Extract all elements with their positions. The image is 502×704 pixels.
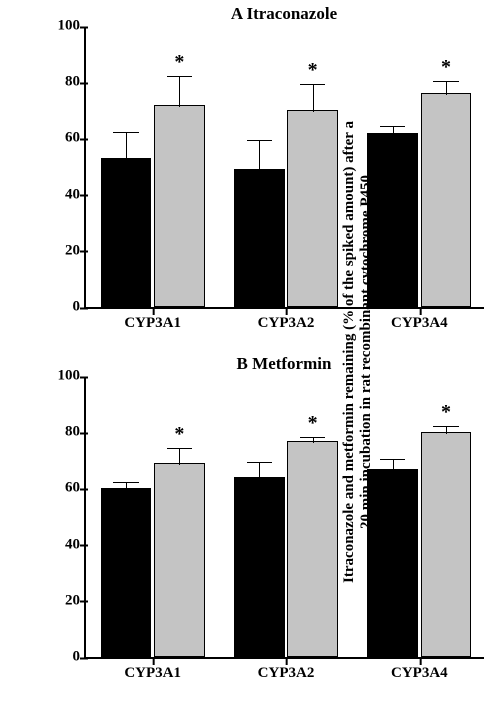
error-bar <box>126 482 127 490</box>
x-tick-label: CYP3A4 <box>391 657 448 682</box>
x-tick-label: CYP3A2 <box>258 307 315 332</box>
significance-marker: * <box>174 423 184 446</box>
bar <box>421 432 472 657</box>
plot-area: 020406080100CYP3A1*CYP3A2*CYP3A4* <box>84 28 484 309</box>
panel-title: B Metformin <box>237 354 332 374</box>
bar <box>154 463 205 657</box>
y-tick-label: 80 <box>65 74 86 91</box>
bar <box>421 93 472 307</box>
figure: Itraconazole and metformin remaining (% … <box>0 0 502 704</box>
error-cap <box>247 462 272 463</box>
bar <box>287 441 338 657</box>
error-bar <box>446 81 447 95</box>
y-tick-label: 60 <box>65 130 86 147</box>
significance-marker: * <box>174 51 184 74</box>
bar <box>101 488 152 657</box>
bar <box>234 477 285 657</box>
error-cap <box>300 437 325 438</box>
plot-area: 020406080100CYP3A1*CYP3A2*CYP3A4* <box>84 378 484 659</box>
y-tick-label: 100 <box>58 368 87 385</box>
y-tick-label: 100 <box>58 18 87 35</box>
error-bar <box>393 126 394 134</box>
bar <box>367 469 418 657</box>
error-cap <box>380 459 405 460</box>
significance-marker: * <box>441 401 451 424</box>
x-tick-label: CYP3A1 <box>124 307 181 332</box>
bar <box>234 169 285 307</box>
bar <box>287 110 338 307</box>
error-bar <box>393 459 394 470</box>
y-tick-label: 0 <box>73 299 87 316</box>
error-cap <box>300 84 325 85</box>
significance-marker: * <box>441 56 451 79</box>
error-cap <box>433 426 458 427</box>
x-tick-label: CYP3A4 <box>391 307 448 332</box>
bar <box>101 158 152 307</box>
error-bar <box>313 84 314 112</box>
error-bar <box>446 426 447 434</box>
y-tick-label: 40 <box>65 186 86 203</box>
y-tick-label: 0 <box>73 649 87 666</box>
panel-B: B Metformin 020406080100CYP3A1*CYP3A2*CYP… <box>84 354 484 689</box>
panel-A: A Itraconazole 020406080100CYP3A1*CYP3A2*… <box>84 4 484 339</box>
y-tick-label: 60 <box>65 480 86 497</box>
panel-title: A Itraconazole <box>231 4 337 24</box>
bar <box>154 105 205 307</box>
significance-marker: * <box>308 412 318 435</box>
error-cap <box>113 132 138 133</box>
y-tick-label: 80 <box>65 424 86 441</box>
error-bar <box>259 462 260 479</box>
bar <box>367 133 418 307</box>
x-tick-label: CYP3A2 <box>258 657 315 682</box>
y-tick-label: 40 <box>65 536 86 553</box>
error-bar <box>179 448 180 465</box>
error-cap <box>167 448 192 449</box>
error-cap <box>167 76 192 77</box>
error-cap <box>433 81 458 82</box>
error-bar <box>126 132 127 160</box>
error-bar <box>259 140 260 171</box>
error-cap <box>247 140 272 141</box>
y-tick-label: 20 <box>65 242 86 259</box>
error-cap <box>113 482 138 483</box>
error-bar <box>179 76 180 107</box>
error-cap <box>380 126 405 127</box>
y-tick-label: 20 <box>65 592 86 609</box>
x-tick-label: CYP3A1 <box>124 657 181 682</box>
significance-marker: * <box>308 59 318 82</box>
